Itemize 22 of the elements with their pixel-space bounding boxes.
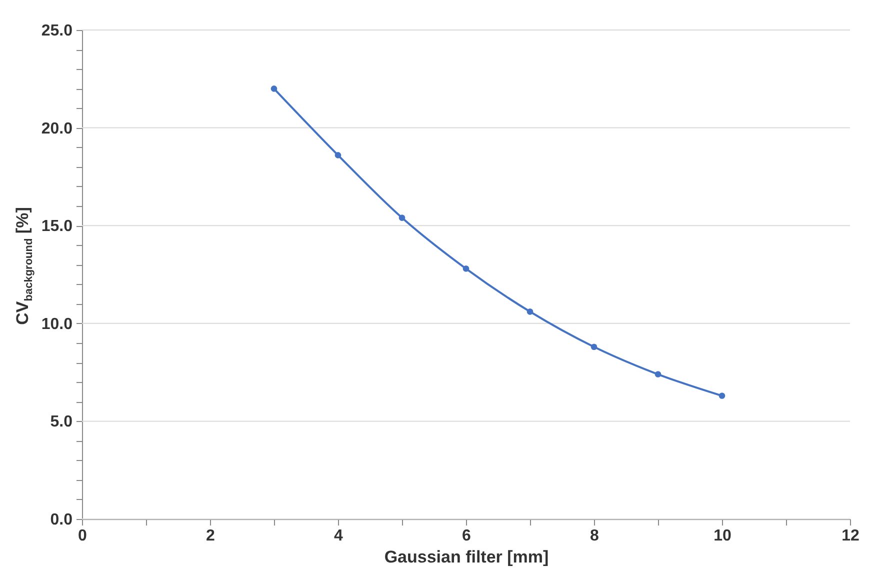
- y-tick-label: 10.0: [41, 316, 73, 333]
- point: [526, 308, 534, 315]
- x-tick-label: 12: [842, 528, 860, 544]
- y-tick-label: 15.0: [41, 218, 73, 236]
- point: [398, 214, 406, 221]
- point: [462, 265, 470, 272]
- y-tick-label: 5.0: [50, 414, 73, 431]
- point: [270, 86, 278, 92]
- point: [654, 371, 662, 378]
- x-tick-label: 6: [462, 528, 472, 544]
- x-tick-label: 4: [334, 528, 344, 544]
- x-tick-label: 8: [590, 528, 600, 544]
- x-tick-label: 10: [714, 528, 732, 544]
- point: [718, 392, 726, 399]
- x-tick-label: 2: [206, 528, 216, 544]
- x-tick-label: 0: [78, 528, 88, 544]
- point: [590, 344, 598, 350]
- point: [334, 152, 342, 158]
- y-tick-label: 20.0: [41, 120, 73, 138]
- y-tick-label: 25.0: [41, 22, 73, 40]
- y-tick-label: 0.0: [50, 512, 73, 528]
- x-axis-title: Gaussian filter [mm]: [384, 548, 549, 566]
